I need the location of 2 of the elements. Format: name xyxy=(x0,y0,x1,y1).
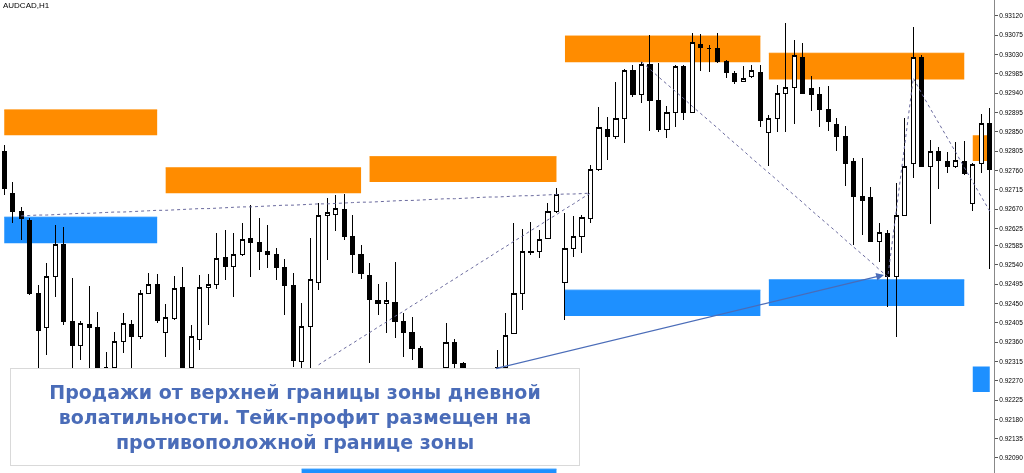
chart-title: AUDCAD,H1 xyxy=(2,0,50,10)
annotation: Продажи от верхней границы зоны дневной волатильности. Тейк-профит размещен на противоположной границе зоны xyxy=(49,381,541,453)
